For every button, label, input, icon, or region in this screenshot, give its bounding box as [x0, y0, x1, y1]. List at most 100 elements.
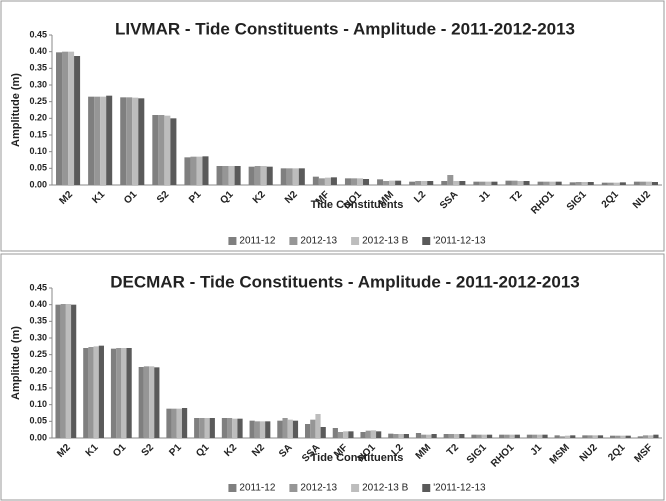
bar [260, 166, 267, 185]
bar [204, 418, 210, 438]
bar [601, 182, 608, 185]
bar [555, 181, 562, 185]
bar [138, 367, 144, 438]
bar [126, 97, 133, 185]
bar [415, 433, 422, 438]
bar [448, 434, 455, 438]
bar [421, 181, 428, 185]
x-tick-label: S2 [140, 442, 157, 459]
x-tick-label: 2Q1 [600, 189, 621, 210]
bar [476, 434, 482, 438]
legend-swatch [351, 484, 360, 492]
x-tick-label: NU2 [631, 189, 653, 211]
x-tick-label: O1 [122, 189, 140, 207]
bar [653, 434, 659, 438]
bar [486, 434, 493, 438]
bar [170, 118, 177, 185]
bar [642, 435, 649, 438]
bar [610, 435, 616, 438]
bar [265, 421, 271, 438]
bar [216, 166, 223, 185]
bar [454, 434, 460, 438]
bar [60, 304, 66, 438]
bar [363, 179, 370, 185]
bar [154, 367, 160, 438]
bar [209, 418, 215, 438]
bar [415, 181, 422, 185]
bar [176, 408, 182, 438]
x-tick-label: T2 [445, 442, 461, 458]
bar [100, 96, 107, 185]
x-tick-label: O1 [111, 442, 129, 460]
x-tick-label: K1 [84, 442, 101, 459]
y-axis-label: Amplitude (m) [10, 73, 22, 147]
x-tick-label: N2 [250, 442, 267, 459]
bar [171, 408, 177, 438]
bar [648, 435, 654, 438]
legend-label: 2011-12 [239, 236, 275, 247]
bar [259, 421, 266, 438]
bar [277, 420, 283, 438]
bar [360, 432, 366, 438]
bar [248, 166, 255, 185]
bar [315, 414, 321, 438]
y-tick-label: 0.35 [29, 63, 47, 73]
bar [398, 434, 404, 438]
bar [232, 418, 238, 438]
bar [592, 435, 598, 438]
bar [320, 427, 326, 438]
bar [332, 428, 338, 438]
bar [280, 168, 287, 185]
bar [431, 434, 437, 438]
bar [202, 156, 209, 185]
bar [479, 181, 486, 185]
bar [543, 181, 550, 185]
bar [138, 98, 145, 185]
bar [620, 435, 626, 438]
x-tick-label: N2 [283, 189, 300, 206]
bar [570, 435, 576, 438]
bar [56, 52, 63, 186]
y-tick-label: 0.25 [29, 96, 47, 106]
bar [403, 434, 409, 438]
bar [227, 418, 233, 438]
bar [71, 304, 77, 438]
x-tick-label: K2 [251, 189, 268, 206]
y-tick-label: 0.05 [29, 163, 47, 173]
x-axis-label: Tide Constituents [311, 452, 404, 464]
bar [365, 430, 371, 438]
bar [377, 179, 384, 185]
bar [587, 182, 594, 185]
bar [126, 348, 132, 438]
bar [222, 166, 229, 185]
x-tick-label: P1 [187, 189, 204, 206]
bar [249, 420, 255, 438]
y-tick-label: 0.30 [29, 79, 47, 89]
bar [55, 304, 61, 438]
y-tick-label: 0.45 [29, 282, 47, 292]
bar [68, 51, 75, 185]
bar [120, 97, 127, 185]
chart-title: DECMAR - Tide Constituents - Amplitude -… [110, 272, 580, 291]
bar [542, 434, 548, 438]
bar [357, 178, 364, 185]
y-tick-label: 0.10 [29, 146, 47, 156]
bar [344, 178, 351, 185]
bar [443, 434, 449, 438]
legend-swatch [351, 237, 360, 245]
bar [143, 366, 150, 438]
bar [348, 431, 354, 438]
legend-label: 2012-13 B [362, 483, 408, 494]
bar [237, 418, 243, 438]
y-tick-label: 0.10 [29, 399, 47, 409]
bar [110, 348, 117, 438]
x-tick-label: K2 [222, 442, 239, 459]
x-tick-label: SSA [438, 189, 460, 211]
bar [318, 178, 325, 185]
bar [625, 435, 631, 438]
bar [98, 345, 104, 438]
bar [234, 166, 241, 185]
x-tick-label: RHO1 [529, 189, 557, 217]
chart-panel: LIVMAR - Tide Constituents - Amplitude -… [0, 0, 665, 252]
bar [537, 181, 544, 185]
